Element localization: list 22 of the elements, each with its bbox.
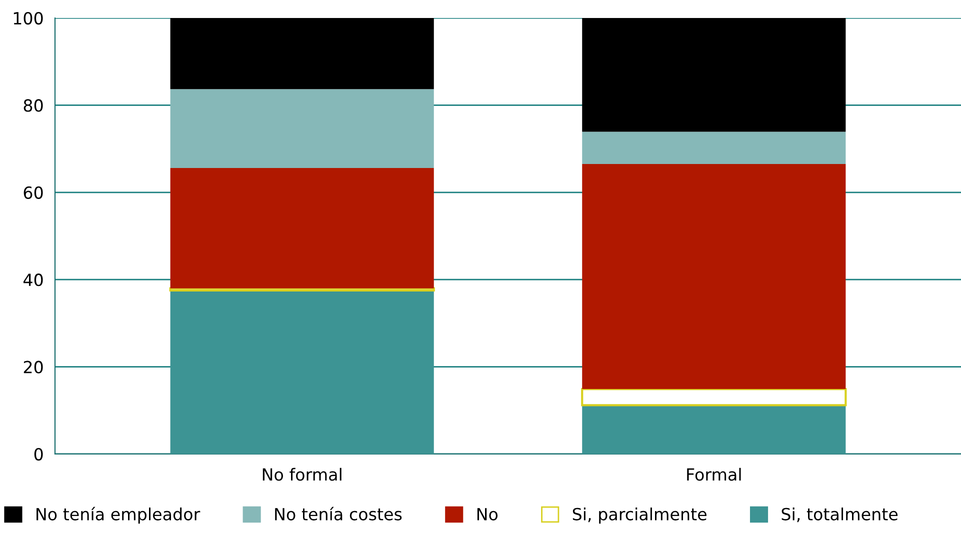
bar: [170, 168, 434, 288]
legend-label: No tenía empleador: [36, 506, 200, 524]
bar: [170, 290, 434, 454]
y-tick-label: 40: [23, 274, 43, 286]
bar: [582, 132, 846, 164]
y-tick-label: 80: [24, 99, 43, 112]
legend-label: Si, parcialmente: [572, 508, 706, 524]
bar: [582, 164, 846, 390]
legend-label: No: [477, 508, 498, 520]
y-tick-label: 20: [24, 360, 43, 374]
y-tick-label: 0: [34, 448, 43, 461]
y-tick-label: 100: [14, 12, 43, 25]
x-tick-label: Formal: [687, 468, 741, 481]
bar: [582, 405, 846, 454]
bar: [170, 18, 434, 90]
y-tick-label: 60: [24, 186, 43, 199]
x-tick-label: No formal: [262, 468, 342, 481]
bar: [170, 89, 434, 168]
legend-label: No tenía costes: [275, 506, 402, 520]
legend-label: Si, totalmente: [782, 508, 898, 522]
bar: [581, 388, 847, 406]
bar: [582, 18, 846, 132]
